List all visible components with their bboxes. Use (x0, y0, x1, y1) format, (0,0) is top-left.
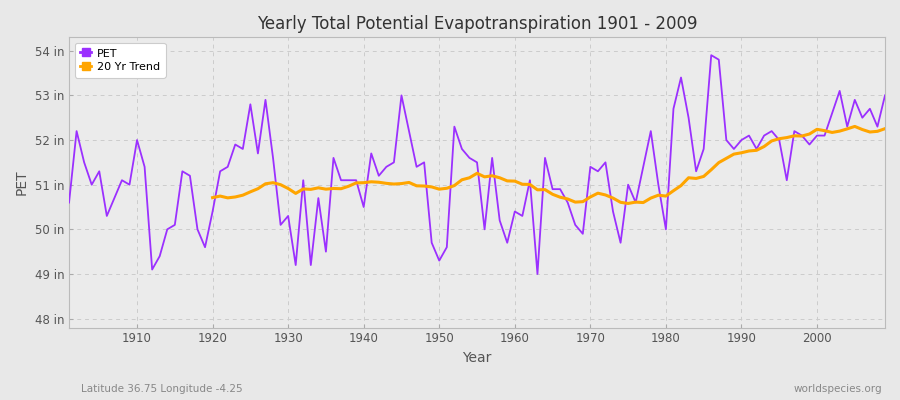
Text: worldspecies.org: worldspecies.org (794, 384, 882, 394)
X-axis label: Year: Year (463, 351, 491, 365)
Legend: PET, 20 Yr Trend: PET, 20 Yr Trend (75, 43, 166, 78)
Y-axis label: PET: PET (15, 170, 29, 195)
Title: Yearly Total Potential Evapotranspiration 1901 - 2009: Yearly Total Potential Evapotranspiratio… (256, 15, 698, 33)
Text: Latitude 36.75 Longitude -4.25: Latitude 36.75 Longitude -4.25 (81, 384, 243, 394)
